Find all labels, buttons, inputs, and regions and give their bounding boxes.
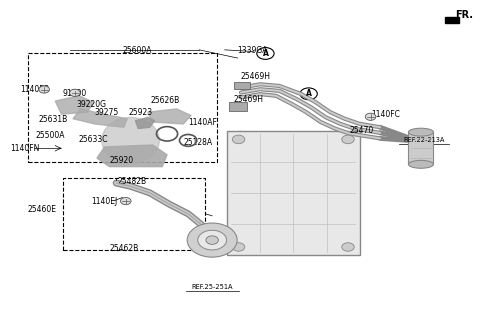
Text: 25500A: 25500A (36, 131, 65, 140)
Polygon shape (148, 109, 191, 124)
Text: A: A (306, 89, 312, 98)
Circle shape (206, 236, 218, 244)
Text: 25469H: 25469H (234, 95, 264, 104)
Text: REF.22-213A: REF.22-213A (404, 137, 445, 143)
Text: 25462B: 25462B (109, 244, 138, 253)
Text: 25633C: 25633C (79, 135, 108, 144)
Ellipse shape (408, 160, 433, 168)
Bar (408, 132, 433, 164)
Circle shape (342, 243, 354, 251)
Text: 91990: 91990 (62, 89, 86, 98)
Bar (234, 82, 250, 89)
Circle shape (365, 113, 376, 120)
Text: 25626B: 25626B (151, 96, 180, 105)
Circle shape (342, 135, 354, 144)
Text: 25470: 25470 (349, 126, 373, 135)
Bar (28, 53, 217, 162)
Text: 25460E: 25460E (28, 205, 57, 214)
Text: 25923: 25923 (128, 108, 152, 117)
Bar (229, 102, 247, 111)
Text: 1140FN: 1140FN (11, 144, 40, 153)
Text: 25920: 25920 (109, 155, 133, 165)
Circle shape (198, 230, 227, 250)
Text: 1140AF: 1140AF (189, 118, 217, 127)
Text: 1140EJ: 1140EJ (92, 196, 118, 206)
Bar (445, 17, 459, 23)
Text: 25482B: 25482B (118, 177, 146, 186)
Circle shape (187, 223, 237, 257)
Text: 25128A: 25128A (184, 137, 213, 147)
Text: 1339GA: 1339GA (237, 46, 267, 55)
Polygon shape (73, 109, 127, 127)
Circle shape (120, 197, 131, 205)
Circle shape (232, 135, 245, 144)
Text: 1140FC: 1140FC (371, 110, 400, 119)
Circle shape (232, 243, 245, 251)
Text: 39220G: 39220G (76, 100, 106, 109)
Bar (227, 131, 360, 255)
Text: REF.25-251A: REF.25-251A (192, 284, 233, 290)
Bar (63, 178, 205, 250)
Polygon shape (135, 117, 155, 129)
Ellipse shape (408, 128, 433, 136)
Text: 1140EP: 1140EP (20, 85, 49, 94)
Polygon shape (97, 145, 167, 167)
Circle shape (39, 86, 49, 93)
Text: 25600A: 25600A (122, 46, 152, 55)
Text: A: A (263, 49, 268, 58)
Polygon shape (55, 96, 94, 114)
Text: 25631B: 25631B (38, 114, 67, 124)
Text: FR.: FR. (455, 10, 473, 20)
Text: 39275: 39275 (95, 108, 119, 117)
Text: 25469H: 25469H (241, 72, 271, 81)
Ellipse shape (102, 117, 159, 163)
Circle shape (70, 89, 80, 96)
